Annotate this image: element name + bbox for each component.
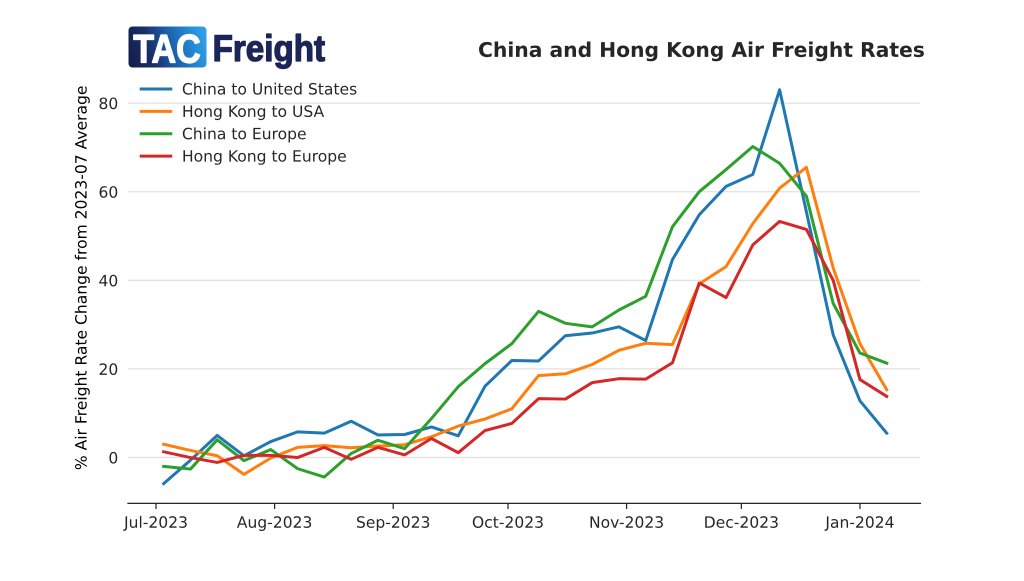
svg-text:Freight: Freight [213,28,326,69]
svg-text:TAC: TAC [133,27,201,71]
